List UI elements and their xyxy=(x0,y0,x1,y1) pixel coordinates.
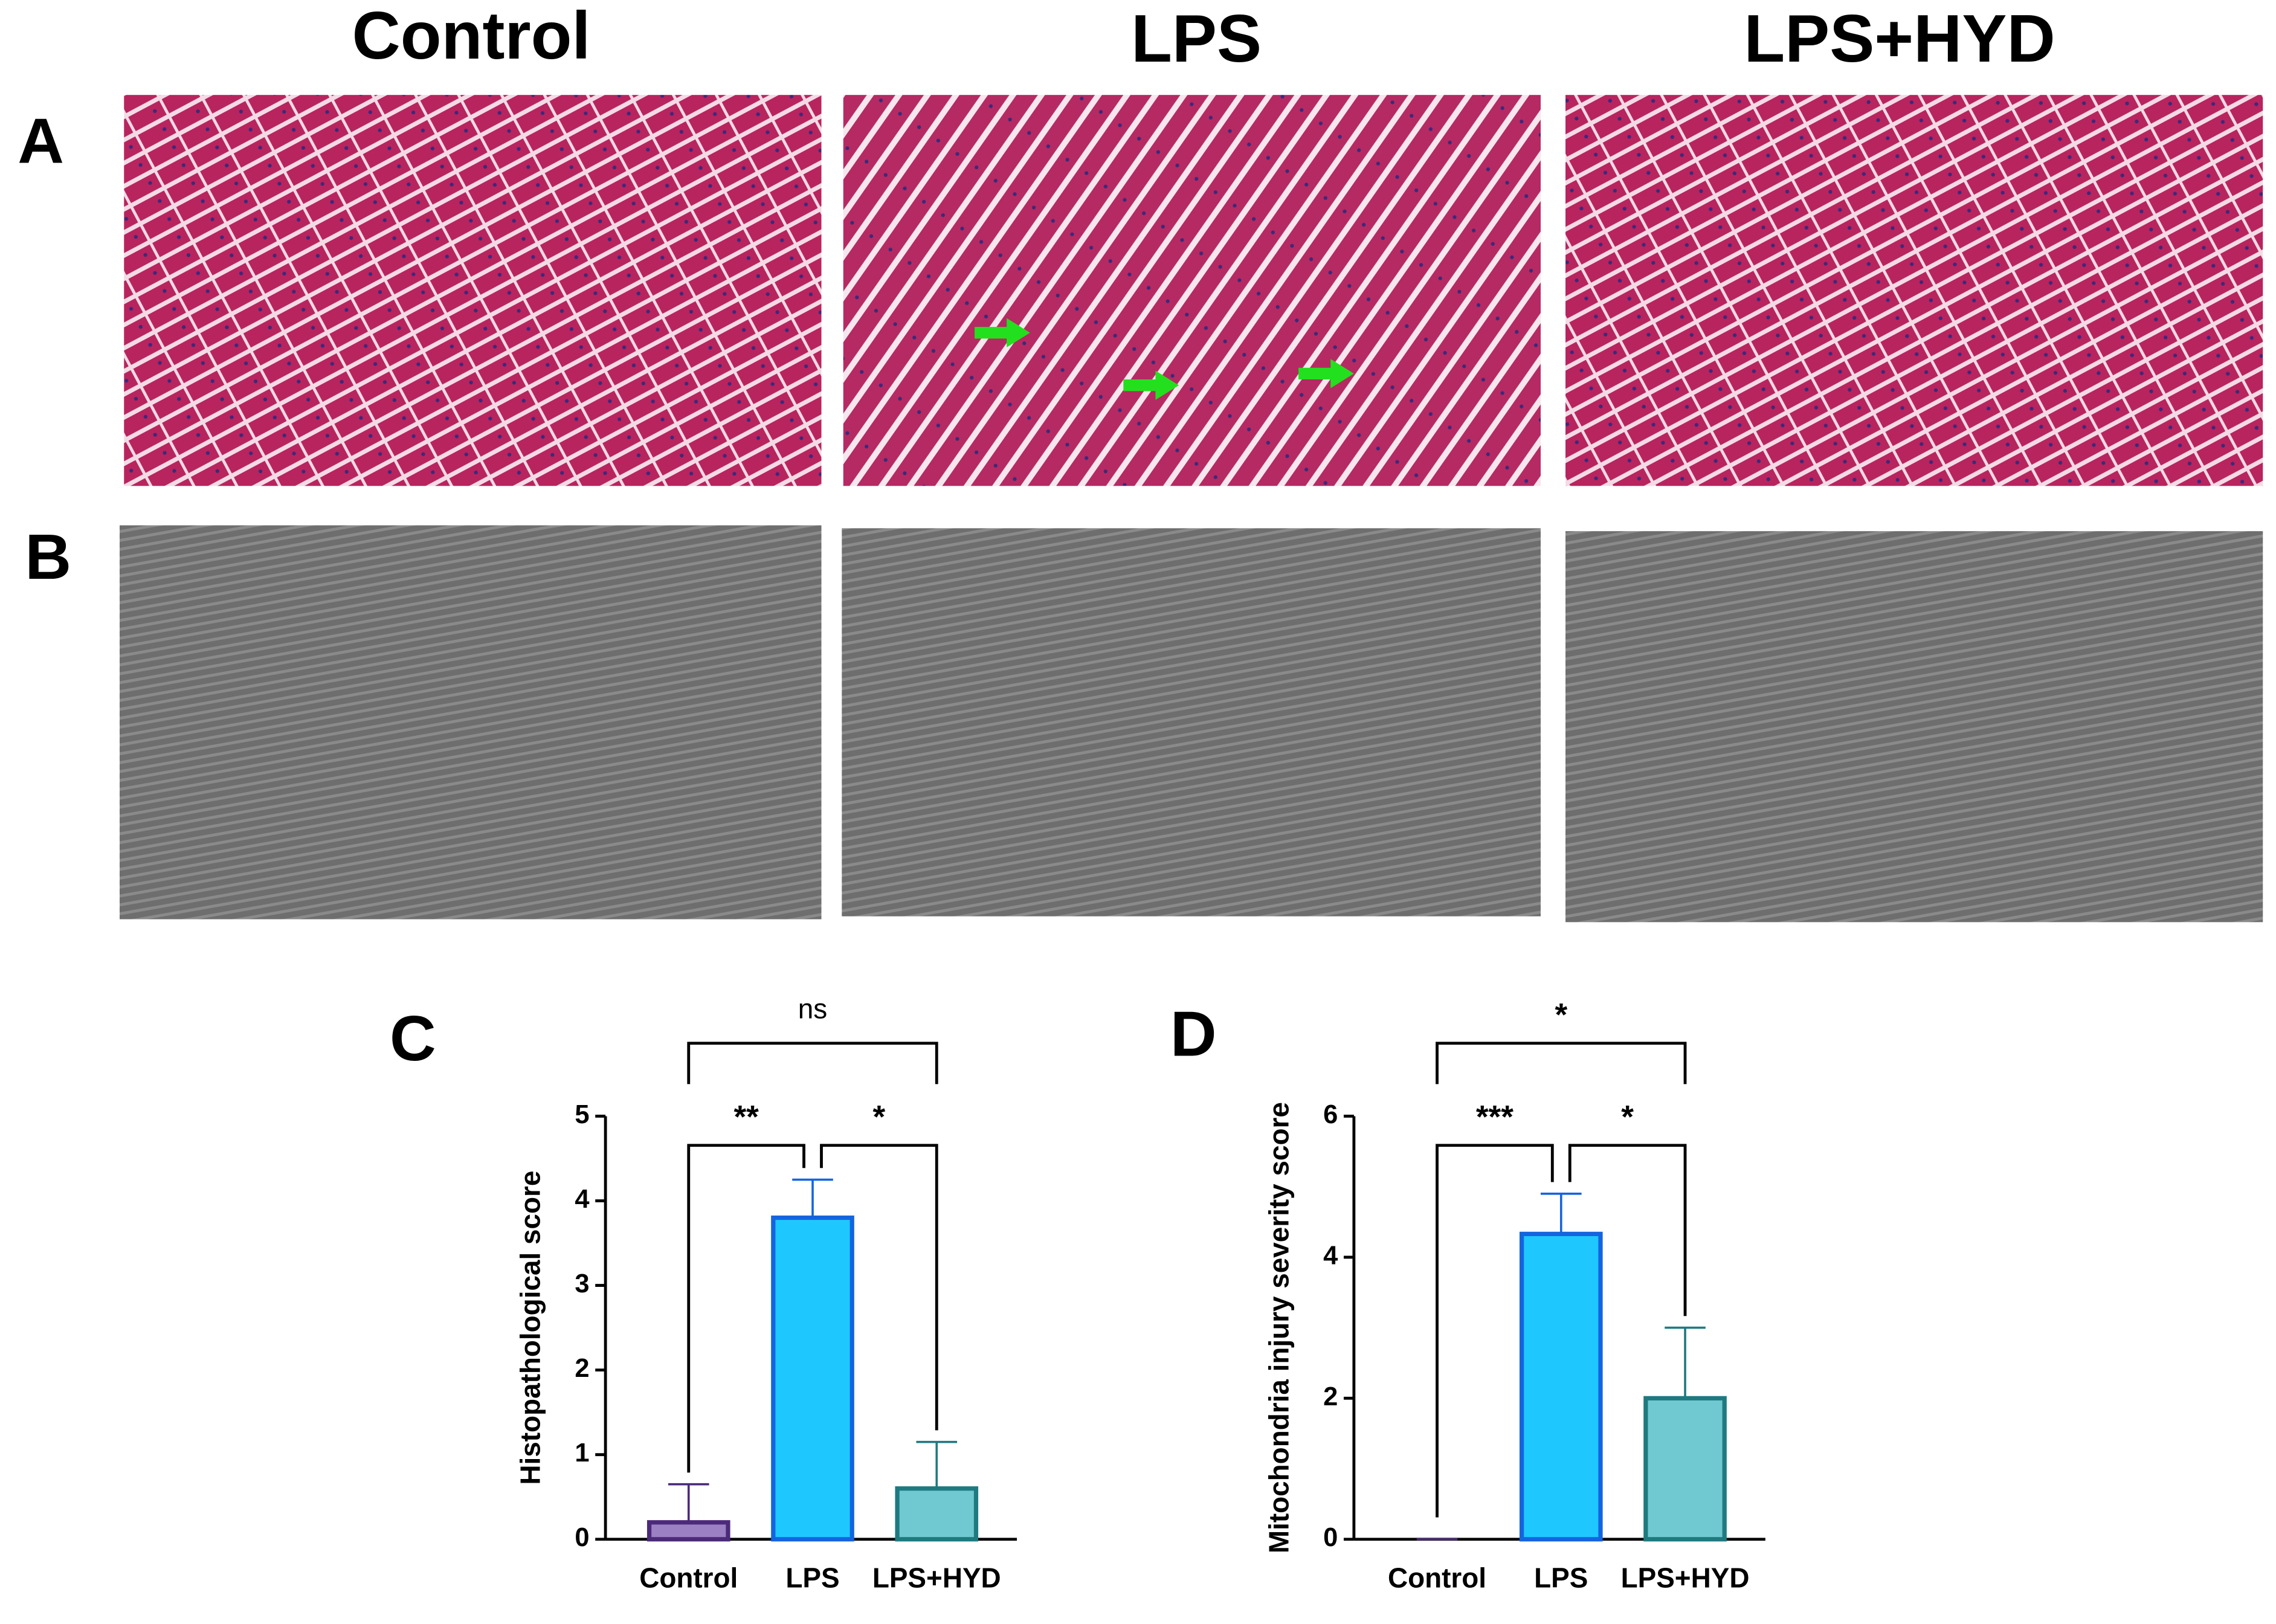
significance-bracket xyxy=(820,1144,938,1431)
significance-label: ns xyxy=(798,993,827,1025)
micrograph xyxy=(843,95,1541,486)
panel-label: A xyxy=(18,105,64,177)
significance-bracket xyxy=(1436,1144,1554,1518)
significance-label: * xyxy=(1621,1099,1634,1135)
significance-label: * xyxy=(1555,997,1567,1033)
bar xyxy=(646,1520,730,1542)
panel-label: D xyxy=(1170,998,1217,1070)
x-tick-label: LPS+HYD xyxy=(1621,1562,1750,1593)
y-tick-label: 0 xyxy=(1323,1523,1338,1552)
column-header: Control xyxy=(352,0,591,73)
bar xyxy=(1643,1396,1727,1542)
micrograph xyxy=(842,528,1541,917)
significance-label: * xyxy=(873,1099,886,1135)
bar xyxy=(895,1486,979,1542)
x-tick-label: LPS xyxy=(1534,1562,1588,1593)
y-tick-label: 4 xyxy=(1323,1241,1338,1270)
y-tick-label: 5 xyxy=(575,1100,589,1129)
micrograph xyxy=(1565,531,2263,923)
significance-label: ** xyxy=(733,1099,759,1135)
panel-label: C xyxy=(390,1002,436,1074)
bar xyxy=(1519,1231,1603,1542)
micrograph xyxy=(1565,95,2263,486)
y-axis-title: Histopathological score xyxy=(515,1171,546,1485)
y-axis-title: Mitochondria injury severity score xyxy=(1263,1102,1294,1553)
column-header: LPS+HYD xyxy=(1744,1,2055,76)
x-tick-label: Control xyxy=(639,1562,738,1593)
arrows xyxy=(975,318,1354,400)
y-tick-label: 2 xyxy=(1323,1382,1338,1411)
y-tick-label: 1 xyxy=(575,1439,589,1468)
significance-label: *** xyxy=(1476,1099,1514,1135)
significance-bracket xyxy=(1568,1144,1687,1316)
significance-bracket xyxy=(687,1042,938,1084)
column-header: LPS xyxy=(1131,1,1262,76)
significance-bracket xyxy=(1436,1042,1687,1084)
micrograph xyxy=(124,95,822,486)
y-tick-label: 2 xyxy=(575,1354,589,1383)
x-tick-label: LPS+HYD xyxy=(872,1562,1001,1593)
panel-label: B xyxy=(25,521,71,593)
micrograph xyxy=(120,525,822,920)
y-tick-label: 4 xyxy=(575,1185,589,1214)
significance-bracket xyxy=(687,1144,805,1473)
bar xyxy=(771,1215,854,1542)
y-tick-label: 3 xyxy=(575,1269,589,1298)
y-tick-label: 0 xyxy=(575,1523,589,1552)
y-tick-label: 6 xyxy=(1323,1100,1338,1129)
x-tick-label: LPS xyxy=(785,1562,839,1593)
x-tick-label: Control xyxy=(1388,1562,1486,1593)
